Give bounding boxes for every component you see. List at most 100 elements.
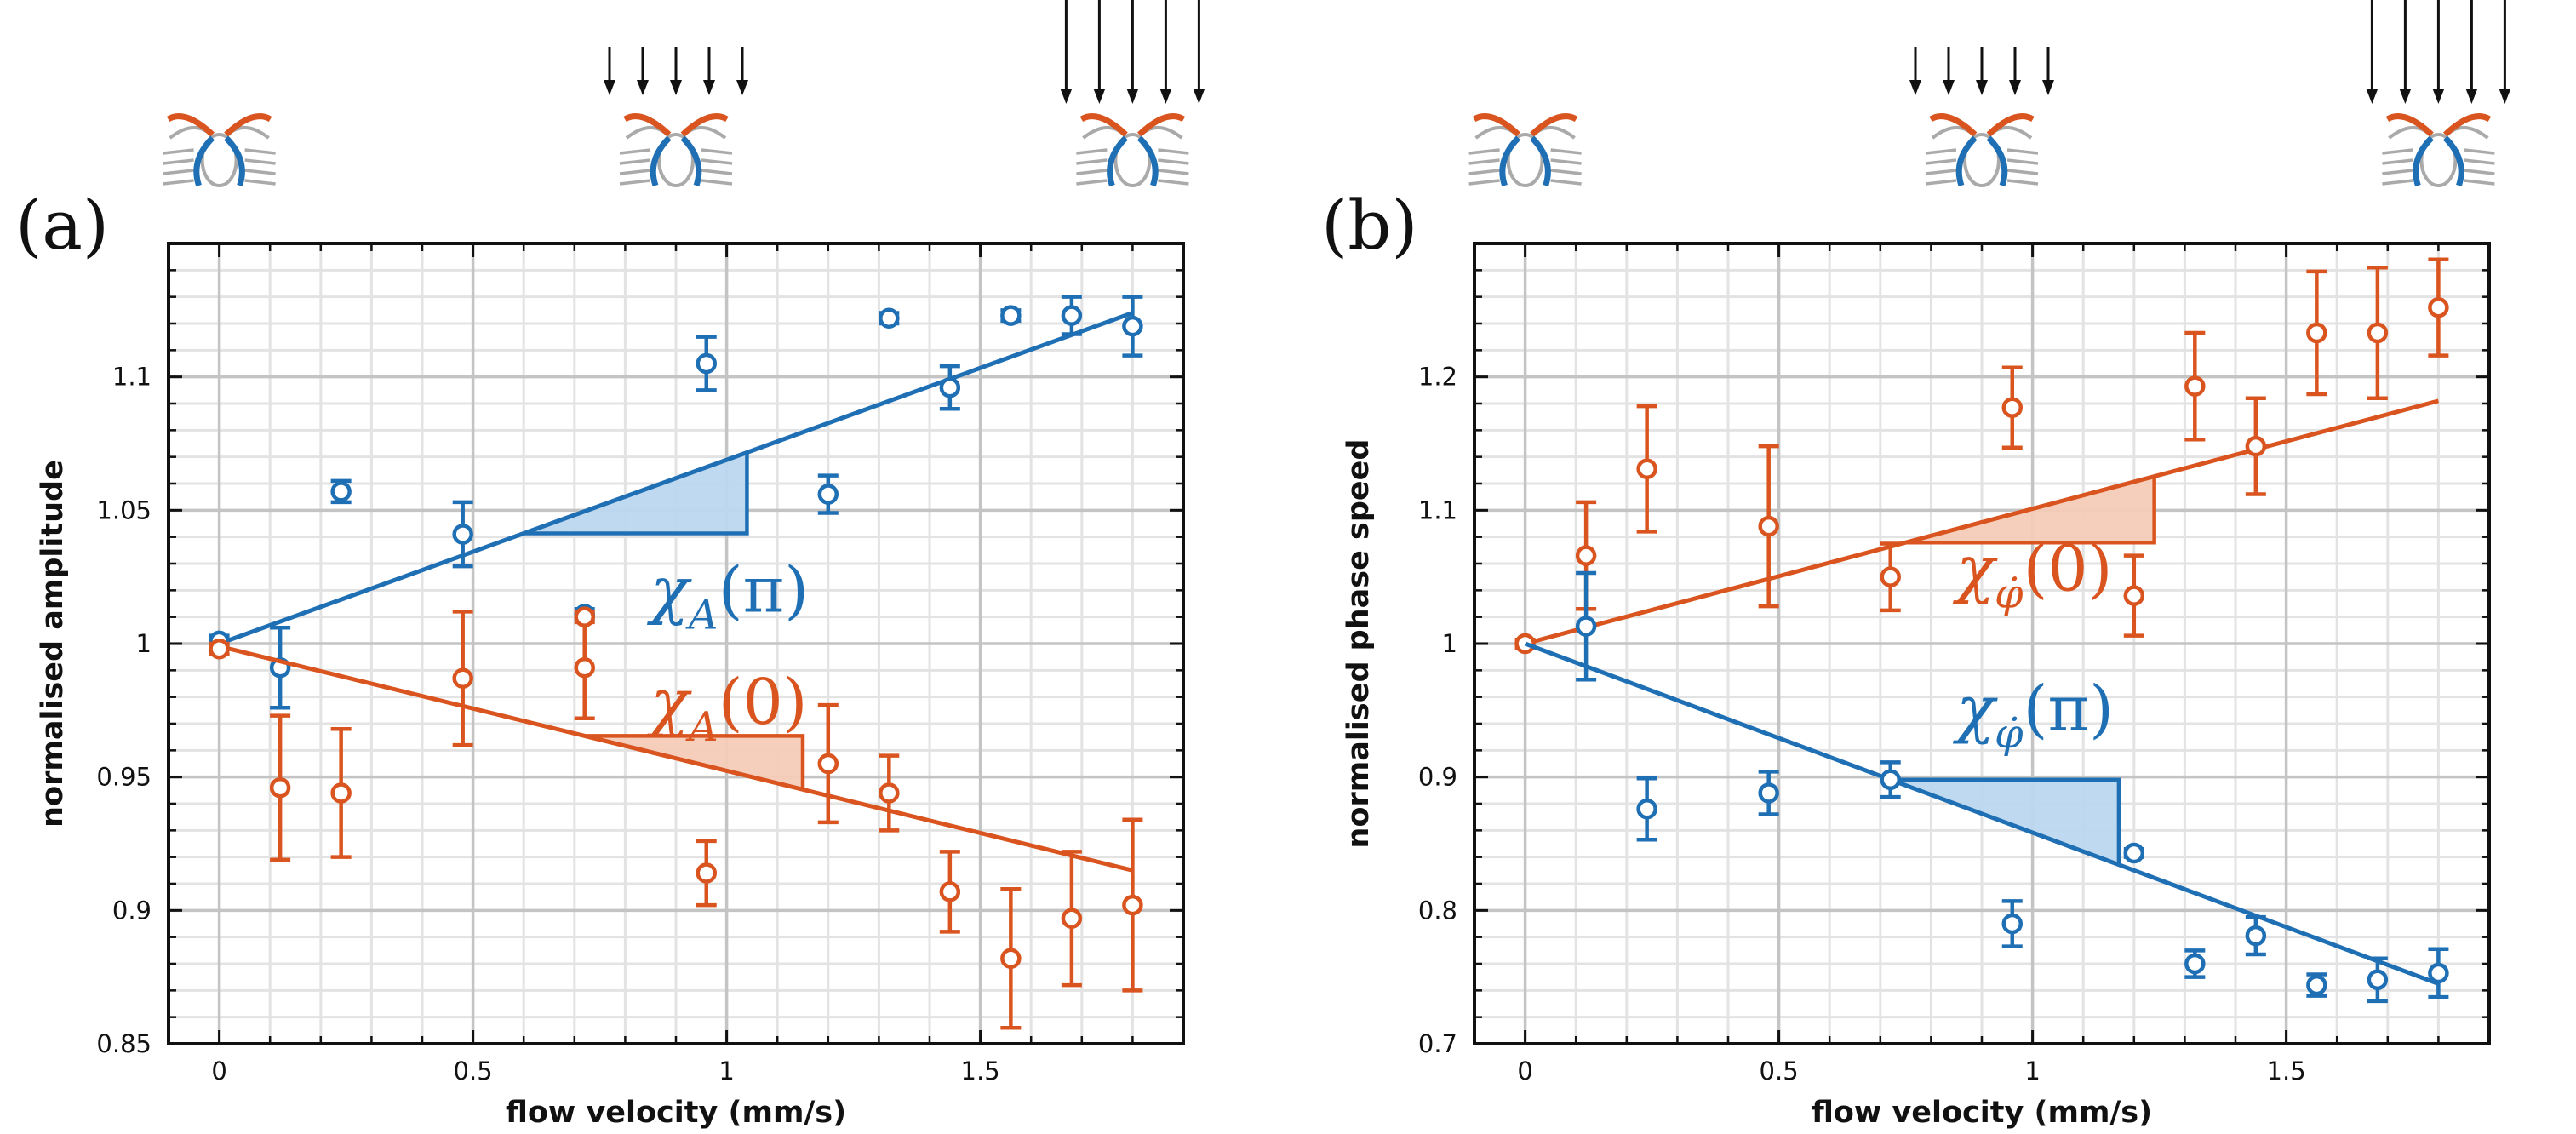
slope-annotation: χφ̇(π)	[1952, 673, 2114, 758]
data-point	[2184, 375, 2206, 397]
y-tick-label: 1.05	[96, 495, 152, 524]
flow-arrow-icon	[1060, 0, 1073, 104]
flow-arrow-icon	[2009, 47, 2021, 95]
x-tick-label: 0.5	[454, 1057, 493, 1085]
x-tick-label: 0	[211, 1057, 226, 1085]
flow-arrow-icon	[2399, 0, 2412, 104]
data-point	[2123, 842, 2145, 864]
y-tick-label: 0.95	[96, 763, 152, 792]
fit-line	[1524, 398, 2440, 646]
data-point	[1880, 769, 1901, 791]
data-point	[1880, 566, 1901, 587]
y-tick-label: 1.1	[1418, 495, 1457, 524]
panel-label: (a)	[15, 186, 109, 265]
data-point	[879, 782, 900, 804]
cilia-icon	[163, 113, 276, 187]
data-point	[879, 307, 900, 329]
data-point	[1636, 458, 1657, 480]
data-point	[330, 782, 352, 804]
flow-arrow-icon	[1909, 47, 1921, 95]
x-tick-label: 1	[718, 1057, 734, 1085]
cilia-icon	[619, 113, 733, 187]
data-point	[574, 606, 595, 627]
flow-arrow-icon	[2432, 0, 2445, 104]
data-point	[2306, 974, 2327, 996]
data-point	[330, 481, 352, 502]
y-tick-label: 1.1	[112, 363, 152, 392]
slope-annotation: χA(π)	[646, 553, 809, 639]
x-tick-label: 0.5	[1760, 1057, 1799, 1085]
cilia-icon	[1925, 113, 2039, 187]
flow-arrow-icon	[637, 47, 649, 95]
flow-arrow-icon	[1126, 0, 1139, 104]
y-axis-label: normalised amplitude	[36, 460, 70, 828]
panel-label: (b)	[1321, 186, 1418, 265]
data-point	[1122, 894, 1143, 916]
data-point	[2123, 585, 2145, 606]
panel-b: χφ̇(0) χφ̇(π) 0 0.5 1 1.5 0.7 0.8 0.9 1 1.1 1.2 (b…	[1321, 0, 2511, 1130]
panel-a: χA(π) χA(0) 0 0.5 1 1.5 0.85 0.9 0.95 1 1.05 1.1 (…	[15, 0, 1205, 1130]
flow-arrow-icon	[2366, 0, 2379, 104]
data-point	[209, 639, 230, 660]
y-axis-label: normalised phase speed	[1342, 439, 1376, 849]
data-point	[2245, 435, 2267, 457]
flow-arrow-icon	[1976, 47, 1988, 95]
y-tick-label: 0.9	[112, 896, 152, 925]
x-tick-label: 1	[2024, 1057, 2040, 1085]
x-tick-label: 0	[1517, 1057, 1532, 1085]
data-point	[2245, 925, 2267, 947]
flow-arrow-icon	[736, 47, 748, 95]
data-point	[939, 376, 961, 398]
data-point	[1636, 799, 1657, 820]
data-point	[1061, 305, 1083, 326]
data-point	[696, 862, 718, 884]
data-point	[817, 753, 839, 775]
data-point	[2306, 322, 2327, 344]
flow-arrow-icon	[703, 47, 715, 95]
y-tick-label: 1	[136, 629, 152, 658]
data-point	[1061, 908, 1083, 929]
data-point	[1000, 948, 1022, 969]
x-axis-label: flow velocity (mm/s)	[506, 1096, 846, 1130]
data-point	[1758, 782, 1779, 804]
data-point	[2367, 322, 2389, 344]
data-point	[2428, 962, 2449, 984]
data-point	[1758, 515, 1779, 537]
data-point	[1575, 616, 1597, 637]
cilia-icon	[1468, 113, 1582, 187]
flow-arrow-icon	[670, 47, 682, 95]
data-point	[452, 667, 473, 689]
flow-arrow-icon	[2042, 47, 2054, 95]
data-point	[2001, 913, 2024, 935]
flow-arrow-icon	[2499, 0, 2511, 104]
cilia-icon	[1076, 113, 1189, 187]
y-tick-label: 1	[1442, 629, 1457, 658]
y-tick-label: 0.8	[1418, 896, 1457, 925]
flow-arrow-icon	[1093, 0, 1106, 104]
x-axis-label: flow velocity (mm/s)	[1812, 1096, 2152, 1130]
data-point	[696, 352, 718, 375]
y-tick-label: 0.7	[1418, 1029, 1457, 1058]
y-tick-label: 0.85	[96, 1029, 152, 1058]
x-tick-label: 1.5	[2267, 1057, 2306, 1085]
flow-arrow-icon	[604, 47, 615, 95]
x-tick-label: 1.5	[961, 1057, 1000, 1085]
fit-line	[1524, 641, 2440, 986]
fit-line	[218, 311, 1134, 646]
flow-arrow-icon	[2465, 0, 2478, 104]
flow-arrow-icon	[1193, 0, 1205, 104]
slope-annotation: χφ̇(0)	[1952, 532, 2112, 617]
data-point	[817, 484, 839, 505]
data-point	[2001, 397, 2024, 418]
flow-arrow-icon	[1943, 47, 1955, 95]
y-tick-label: 0.9	[1418, 763, 1457, 792]
data-point	[1122, 315, 1143, 337]
data-point	[1575, 545, 1597, 566]
data-point	[452, 524, 473, 545]
slope-annotation: χA(0)	[646, 666, 807, 751]
flow-arrow-icon	[1159, 0, 1172, 104]
data-point	[2184, 953, 2206, 975]
data-point	[2428, 296, 2449, 318]
data-point	[939, 881, 961, 902]
